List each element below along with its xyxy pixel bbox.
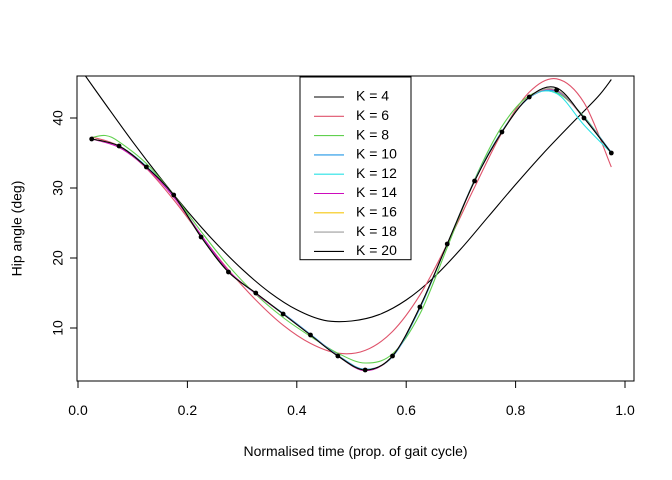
series-layer xyxy=(84,76,612,372)
data-point xyxy=(171,192,177,198)
legend-label: K = 6 xyxy=(356,107,389,123)
data-point xyxy=(335,353,341,359)
data-point xyxy=(499,129,505,135)
x-tick-label: 1.0 xyxy=(615,402,635,418)
y-axis: 10 20 30 40 xyxy=(50,110,78,336)
legend-label: K = 4 xyxy=(356,88,389,104)
legend-label: K = 14 xyxy=(356,184,397,200)
series-line-k8 xyxy=(91,90,612,364)
data-point xyxy=(444,241,450,247)
data-point xyxy=(417,304,423,310)
data-point xyxy=(116,143,122,149)
data-point xyxy=(308,332,313,338)
x-tick-label: 0.0 xyxy=(68,402,88,418)
y-tick-label: 10 xyxy=(50,320,66,336)
x-tick-label: 0.8 xyxy=(506,402,526,418)
legend-label: K = 18 xyxy=(356,223,397,239)
data-point xyxy=(226,269,231,275)
data-point xyxy=(390,353,395,359)
series-line-k6 xyxy=(91,77,612,355)
x-axis: 0.0 0.2 0.4 0.6 0.8 1.0 xyxy=(68,380,635,418)
legend-label: K = 16 xyxy=(356,204,397,220)
data-point xyxy=(362,367,368,373)
data-point xyxy=(280,311,286,317)
y-axis-title: Hip angle (deg) xyxy=(9,181,25,277)
legend-box xyxy=(299,76,412,261)
y-tick-label: 20 xyxy=(50,250,66,266)
x-axis-title: Normalised time (prop. of gait cycle) xyxy=(243,443,467,459)
data-point xyxy=(198,234,204,240)
data-point xyxy=(253,290,259,296)
data-point xyxy=(608,150,614,156)
x-tick-label: 0.2 xyxy=(178,402,198,418)
legend-label: K = 10 xyxy=(356,146,397,162)
legend-label: K = 20 xyxy=(356,242,397,258)
y-tick-label: 40 xyxy=(50,110,66,126)
data-point xyxy=(554,87,560,93)
x-tick-label: 0.4 xyxy=(287,402,307,418)
legend: K = 4 K = 6 K = 8 K = 10 K = 12 K = 14 K = 16 K… xyxy=(299,76,412,261)
y-tick-label: 30 xyxy=(50,180,66,196)
legend-label: K = 12 xyxy=(356,165,397,181)
data-point xyxy=(526,94,532,100)
legend-label: K = 8 xyxy=(356,126,389,142)
data-point xyxy=(89,136,95,142)
data-point xyxy=(581,115,587,121)
x-tick-label: 0.6 xyxy=(396,402,416,418)
data-point xyxy=(472,178,477,184)
observed-points xyxy=(89,87,614,373)
series-line-k20 xyxy=(91,86,612,371)
data-point xyxy=(143,164,149,170)
